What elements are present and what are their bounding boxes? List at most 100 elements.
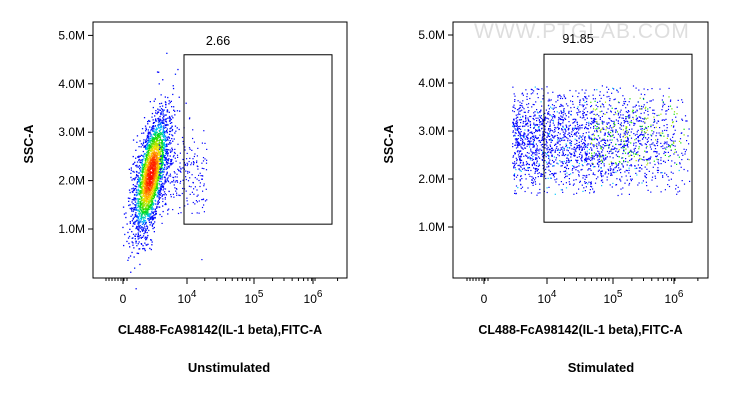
event-point — [146, 213, 148, 215]
event-point — [151, 150, 153, 152]
event-point — [169, 155, 171, 157]
event-point — [201, 162, 203, 164]
event-point — [622, 125, 625, 127]
event-point — [162, 139, 164, 141]
event-point — [153, 146, 155, 148]
event-point — [131, 201, 133, 203]
event-point — [598, 158, 600, 160]
event-point — [152, 159, 154, 161]
event-point — [522, 142, 524, 144]
event-point — [146, 158, 148, 160]
event-point — [192, 201, 194, 204]
event-point — [618, 150, 620, 152]
event-point — [577, 127, 579, 129]
event-point — [628, 193, 630, 195]
event-point — [164, 203, 166, 206]
event-point — [578, 111, 580, 113]
event-point — [606, 127, 608, 129]
event-point — [178, 128, 180, 131]
event-point — [530, 140, 532, 142]
event-point — [541, 105, 543, 107]
event-point — [158, 147, 160, 149]
event-point — [149, 206, 151, 208]
event-point — [582, 190, 584, 192]
event-point — [669, 155, 671, 157]
event-point — [203, 183, 205, 185]
event-point — [132, 155, 134, 158]
event-point — [653, 131, 655, 133]
event-point — [600, 147, 602, 149]
event-point — [633, 111, 635, 114]
event-point — [525, 124, 527, 126]
event-point — [573, 193, 575, 195]
event-point — [141, 213, 143, 215]
x-tick-label: 0 — [120, 292, 127, 306]
event-point — [145, 187, 147, 189]
event-point — [544, 119, 546, 121]
event-point — [535, 135, 537, 137]
event-point — [171, 130, 173, 132]
event-point — [641, 128, 643, 130]
event-point — [139, 155, 141, 157]
event-point — [530, 93, 532, 95]
event-point — [585, 182, 587, 184]
event-point — [147, 129, 149, 131]
event-point — [588, 95, 590, 97]
event-point — [142, 195, 144, 197]
event-point — [519, 150, 521, 152]
event-point — [170, 127, 172, 129]
event-point — [162, 154, 164, 156]
event-point — [172, 140, 174, 142]
event-point — [146, 135, 149, 137]
event-point — [608, 169, 610, 172]
event-point — [149, 132, 151, 135]
event-point — [152, 173, 154, 175]
event-point — [164, 196, 166, 199]
event-point — [538, 150, 540, 152]
event-point — [148, 169, 150, 171]
event-point — [147, 170, 149, 172]
event-point — [581, 149, 583, 151]
event-point — [532, 163, 534, 165]
event-point — [625, 116, 627, 118]
event-point — [593, 155, 595, 158]
event-point — [163, 134, 165, 136]
event-point — [166, 143, 168, 145]
event-point — [615, 166, 618, 168]
event-point — [540, 175, 542, 177]
event-point — [540, 115, 542, 117]
event-point — [135, 149, 137, 151]
event-point — [584, 119, 586, 121]
event-point — [150, 167, 153, 169]
event-point — [645, 143, 647, 146]
event-point — [555, 181, 557, 183]
event-point — [163, 191, 166, 193]
event-point — [556, 178, 558, 180]
event-point — [627, 110, 629, 112]
event-point — [554, 126, 556, 129]
event-point — [144, 207, 146, 210]
event-point — [141, 132, 143, 134]
event-point — [631, 165, 633, 167]
event-point — [159, 174, 161, 176]
event-point — [145, 147, 147, 150]
event-point — [537, 137, 539, 139]
event-point — [557, 137, 559, 139]
event-point — [550, 134, 553, 136]
event-point — [562, 137, 564, 139]
event-point — [585, 158, 587, 160]
event-point — [581, 89, 583, 91]
event-point — [142, 227, 144, 229]
event-point — [514, 161, 516, 163]
event-point — [515, 138, 517, 140]
event-point — [576, 161, 578, 164]
event-point — [138, 228, 140, 231]
event-point — [639, 97, 641, 99]
event-point — [155, 179, 157, 181]
event-point — [513, 178, 515, 180]
event-point — [154, 125, 156, 127]
event-point — [514, 107, 516, 110]
event-point — [141, 164, 144, 166]
event-point — [150, 177, 152, 179]
event-point — [185, 102, 187, 104]
